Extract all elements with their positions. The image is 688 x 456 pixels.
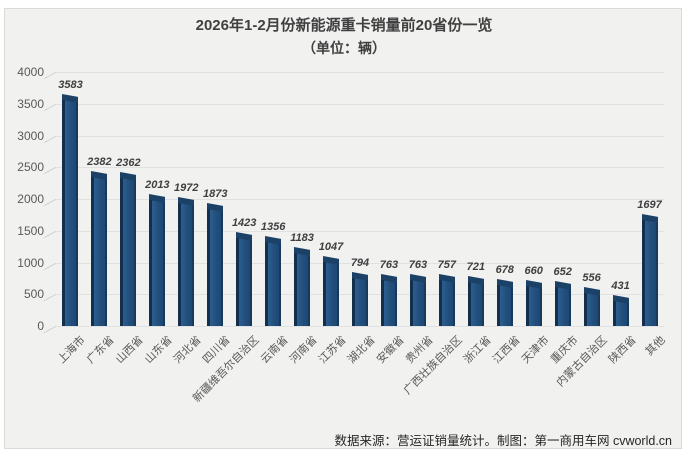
bar-value-label: 1972 <box>174 181 199 194</box>
bar <box>525 280 542 326</box>
source-note: 数据来源：营运证销量统计。制图：第一商用车网 cvworld.cn <box>334 434 672 448</box>
bar-value-label: 678 <box>495 263 514 276</box>
bar <box>178 196 195 326</box>
bar <box>149 194 166 326</box>
gridline <box>56 262 664 264</box>
bar <box>294 246 311 326</box>
bar <box>265 235 282 326</box>
bar-value-label: 556 <box>582 271 601 284</box>
bar <box>438 273 455 326</box>
bar-value-label: 763 <box>408 258 428 271</box>
bar-value-label: 3583 <box>58 79 83 92</box>
bar-value-label: 660 <box>524 265 543 278</box>
bar-value-label: 794 <box>350 256 370 269</box>
bar-value-label: 721 <box>466 261 485 274</box>
bar <box>641 214 658 326</box>
bar <box>583 286 600 326</box>
bar-value-label: 2013 <box>145 179 170 192</box>
y-axis-tick-label: 2000 <box>17 192 44 206</box>
bar-value-label: 2362 <box>116 157 141 169</box>
chart-title-block: 2026年1-2月份新能源重卡销量前20省份一览 （单位：辆） <box>0 16 688 58</box>
bar <box>380 273 397 326</box>
bar-top-face <box>149 194 166 203</box>
bar <box>236 231 253 326</box>
chart-subtitle-unit: （单位：辆） <box>302 40 386 56</box>
gridline <box>56 72 664 73</box>
y-axis-tick-label: 3500 <box>17 96 44 111</box>
y-axis-tick-label: 500 <box>23 287 44 302</box>
chart-title: 2026年1-2月份新能源重卡销量前20省份一览 <box>195 17 493 34</box>
bar-value-label: 763 <box>379 258 399 271</box>
bar-value-label: 652 <box>553 265 572 278</box>
bar <box>352 271 368 326</box>
bar-top-face <box>467 276 484 286</box>
bar-value-label: 1183 <box>290 231 314 244</box>
gridline <box>56 103 664 105</box>
bar-value-label: 2382 <box>87 155 112 168</box>
gridline <box>56 199 664 200</box>
bar-value-label: 1047 <box>318 240 344 253</box>
bar <box>120 172 137 326</box>
bar <box>496 278 513 326</box>
y-axis-tick-label: 3000 <box>17 128 44 143</box>
y-axis-tick-label: 2500 <box>17 160 44 175</box>
bar-value-label: 1697 <box>637 199 662 212</box>
y-axis-tick-label: 1500 <box>17 223 44 238</box>
bar <box>612 294 629 326</box>
bar-value-label: 757 <box>437 258 457 271</box>
bar <box>207 203 224 326</box>
gridline <box>56 135 664 137</box>
y-axis-tick-label: 0 <box>37 319 44 333</box>
bar-value-label: 431 <box>611 279 630 292</box>
gridline <box>56 167 664 169</box>
bar <box>62 94 79 326</box>
gridline <box>56 326 664 327</box>
bar <box>409 273 426 326</box>
bar-value-label: 1423 <box>231 216 257 229</box>
bar-value-label: 1873 <box>202 188 228 201</box>
bar <box>91 170 108 326</box>
bar-value-label: 1356 <box>260 220 286 233</box>
bar-top-face <box>641 214 658 224</box>
bar <box>467 276 484 326</box>
chart-panel <box>4 8 682 449</box>
bar-top-face <box>62 94 79 104</box>
gridline <box>56 230 664 232</box>
bar <box>554 280 571 326</box>
y-axis-tick-label: 4000 <box>17 65 44 79</box>
bar <box>323 255 340 326</box>
bar-top-face <box>525 280 542 289</box>
y-axis-tick-label: 1000 <box>17 255 44 270</box>
